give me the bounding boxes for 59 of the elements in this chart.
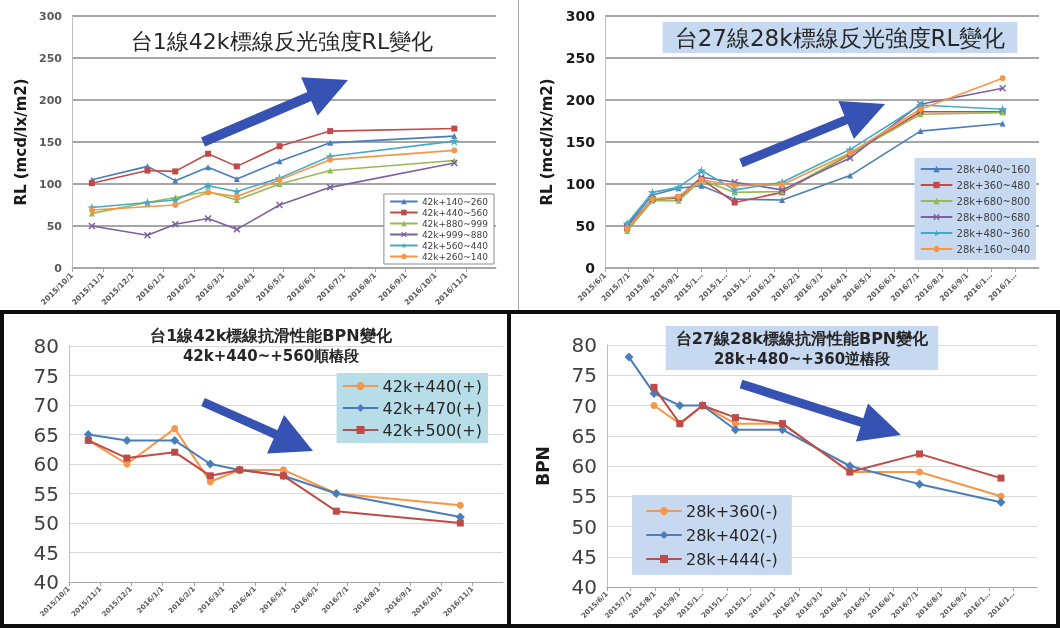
y-tick-label: 55 [571,484,597,509]
legend-label: 42k+999~880 [421,229,489,240]
legend-label: 28k+160~040 [956,243,1031,255]
y-tick-label: 75 [33,363,59,388]
legend-label: 28k+402(-) [686,525,778,545]
y-tick-label: 60 [571,454,597,478]
legend-label: 42k+560~440 [421,240,489,251]
y-tick-label: 100 [39,177,63,191]
y-tick-label: 40 [571,575,597,599]
y-tick-label: 70 [571,393,597,418]
y-axis-title: BPN [532,446,553,486]
legend-label: 42k+440~560 [421,207,489,218]
chart-subtitle: 42k+440~+560順樁段 [182,346,361,365]
legend-label: 42k+500(+) [382,420,483,440]
y-tick-label: 80 [33,334,59,358]
y-tick-label: 70 [33,393,59,417]
y-axis-title: RL (mcd/lx/m2) [538,78,557,206]
legend-label: 28k+800~680 [956,211,1031,223]
y-tick-label: 45 [33,540,59,565]
y-tick-label: 50 [575,218,596,234]
y-tick-label: 65 [571,423,597,448]
y-tick-label: 0 [54,261,63,275]
y-tick-label: 80 [571,333,597,357]
y-tick-label: 75 [571,363,597,388]
legend-label: 42k+140~260 [421,196,489,207]
chart-title: 台1線42k標線抗滑性能BPN變化 [150,325,393,345]
legend-label: 28k+680~800 [956,195,1031,207]
chart-title: 台27線28k標線反光強度RL變化 [674,24,1006,51]
legend-label: 42k+470(+) [382,398,483,418]
y-tick-label: 60 [33,452,59,476]
y-tick-label: 150 [565,134,596,150]
y-tick-label: 50 [33,511,59,535]
legend-label: 28k+360~480 [956,179,1031,191]
y-tick-label: 55 [33,481,59,506]
y-tick-label: 40 [33,570,59,594]
y-axis-title: RL (mcd/lx/m2) [11,78,30,206]
y-tick-label: 300 [565,8,596,24]
y-tick-label: 200 [565,92,596,108]
y-tick-label: 250 [39,51,63,65]
y-tick-label: 100 [565,176,596,192]
y-tick-label: 250 [565,50,596,66]
y-tick-label: 45 [571,544,597,569]
y-tick-label: 50 [571,514,597,539]
legend-label: 42k+440(+) [382,376,483,396]
chart-title: 台27線28k標線抗滑性能BPN變化 [675,328,930,348]
legend-label: 28k+480~360 [956,227,1031,239]
legend-label: 42k+880~999 [421,218,489,229]
legend-label: 28k+040~160 [956,163,1031,175]
y-tick-label: 300 [39,9,63,23]
legend-label: 42k+260~140 [421,251,489,262]
legend-label: 28k+360(-) [686,501,778,521]
y-tick-label: 65 [33,422,59,447]
y-tick-label: 0 [585,260,596,276]
chart-subtitle: 28k+480~+360逆樁段 [713,349,892,368]
y-tick-label: 150 [39,135,63,149]
legend-label: 28k+444(-) [686,549,778,569]
text: 台1線42k標線反光強度RL變化 [130,28,434,54]
y-tick-label: 200 [39,93,63,107]
y-tick-label: 50 [46,219,63,233]
